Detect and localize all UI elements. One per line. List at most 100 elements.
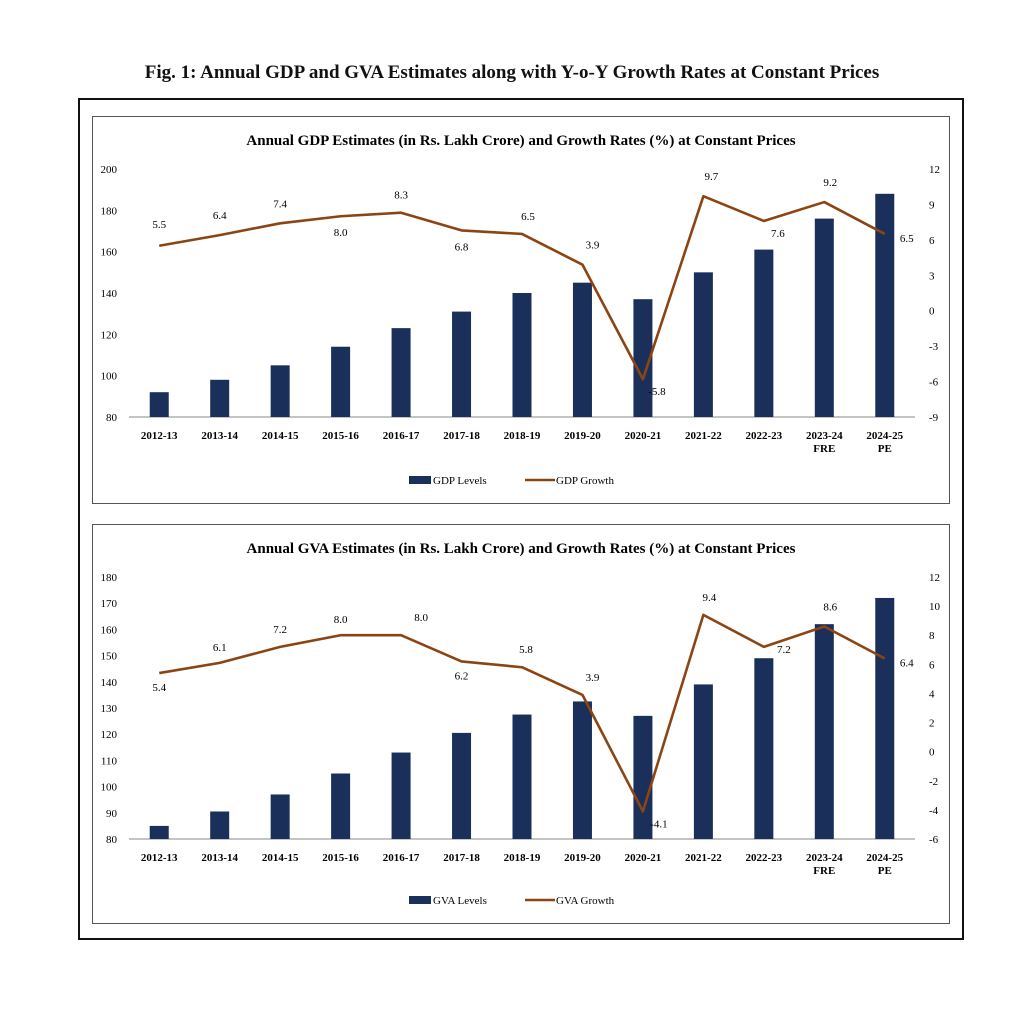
- gva-chart-panel: Annual GVA Estimates (in Rs. Lakh Crore)…: [92, 524, 950, 924]
- gva-legend-line-label: GVA Growth: [556, 895, 615, 907]
- gdp-growth-data-label: 7.6: [771, 228, 785, 240]
- gdp-category-label: 2022-23: [746, 430, 783, 442]
- gva-left-tick-label: 170: [101, 598, 118, 610]
- gva-bar: [149, 825, 169, 839]
- gva-legend-bar-swatch: [409, 896, 431, 904]
- gva-growth-data-label: 6.4: [900, 658, 914, 670]
- gva-right-tick-label: 4: [929, 688, 935, 700]
- gva-left-tick-label: 130: [101, 703, 118, 715]
- gva-category-label: 2020-21: [625, 852, 662, 864]
- gva-left-tick-label: 100: [101, 782, 118, 794]
- gdp-right-tick-label: -9: [929, 412, 939, 424]
- gva-left-tick-label: 150: [101, 651, 118, 663]
- gva-right-tick-label: -4: [929, 805, 939, 817]
- gdp-right-tick-label: -6: [929, 377, 939, 389]
- gva-growth-data-label: 8.6: [823, 601, 837, 613]
- gva-bar: [270, 794, 290, 839]
- gva-growth-data-label: 5.4: [152, 682, 166, 694]
- gdp-growth-data-label: 6.4: [213, 210, 227, 222]
- gdp-category-label: 2023-24: [806, 430, 843, 442]
- gva-bar: [754, 658, 774, 839]
- gva-growth-data-label: 5.8: [519, 644, 533, 656]
- gdp-bar: [149, 392, 169, 417]
- gva-left-tick-label: 160: [101, 624, 118, 636]
- gva-category-label: 2016-17: [383, 852, 420, 864]
- gva-bar: [391, 752, 411, 839]
- gva-right-tick-label: -2: [929, 776, 938, 788]
- gdp-chart-title: Annual GDP Estimates (in Rs. Lakh Crore)…: [246, 133, 795, 149]
- gdp-bar: [210, 379, 230, 417]
- gdp-right-tick-label: 9: [929, 199, 935, 211]
- gva-chart: Annual GVA Estimates (in Rs. Lakh Crore)…: [101, 541, 941, 907]
- gva-growth-data-label: -4.1: [650, 818, 667, 830]
- gva-bar: [452, 732, 472, 839]
- gva-left-tick-label: 120: [101, 729, 118, 741]
- gdp-left-tick-label: 200: [101, 164, 118, 176]
- gva-growth-line: [159, 613, 886, 813]
- gdp-growth-data-label: 9.2: [823, 177, 837, 189]
- gva-growth-data-label: 7.2: [273, 624, 287, 636]
- gdp-left-tick-label: 100: [101, 371, 118, 383]
- gdp-right-tick-label: 6: [929, 235, 935, 247]
- gdp-bar: [875, 193, 895, 417]
- gva-right-tick-label: 2: [929, 718, 935, 730]
- gdp-category-label: 2021-22: [685, 430, 722, 442]
- gdp-growth-data-label: 8.3: [394, 190, 408, 202]
- gdp-category-label: FRE: [813, 443, 835, 455]
- gdp-right-tick-label: -3: [929, 341, 939, 353]
- gdp-bar: [693, 272, 713, 417]
- gdp-category-label: 2018-19: [504, 430, 541, 442]
- gva-right-tick-label: 12: [929, 572, 940, 584]
- figure-title: Fig. 1: Annual GDP and GVA Estimates alo…: [144, 62, 880, 83]
- gdp-category-label: 2012-13: [141, 430, 178, 442]
- gdp-bar: [814, 218, 834, 417]
- gva-category-label: 2018-19: [504, 852, 541, 864]
- gva-category-label: 2021-22: [685, 852, 722, 864]
- gva-bar: [572, 701, 592, 839]
- gva-category-label: 2014-15: [262, 852, 299, 864]
- gva-left-tick-label: 90: [106, 808, 118, 820]
- gva-category-label: 2022-23: [746, 852, 783, 864]
- gdp-growth-data-label: -5.8: [648, 386, 666, 398]
- gva-category-label: 2013-14: [201, 852, 238, 864]
- gva-bar: [210, 811, 230, 839]
- gva-category-label: 2019-20: [564, 852, 601, 864]
- gva-bar: [633, 715, 653, 839]
- gva-left-tick-label: 140: [101, 677, 118, 689]
- gva-bar: [693, 684, 713, 839]
- gva-chart-title: Annual GVA Estimates (in Rs. Lakh Crore)…: [247, 541, 796, 557]
- gdp-bar: [391, 328, 411, 417]
- gdp-chart: Annual GDP Estimates (in Rs. Lakh Crore)…: [101, 133, 941, 487]
- gva-bar: [331, 773, 351, 839]
- gdp-growth-data-label: 6.5: [521, 211, 535, 223]
- gdp-bar: [331, 346, 351, 417]
- gdp-category-label: 2014-15: [262, 430, 299, 442]
- gva-left-tick-label: 180: [101, 572, 118, 584]
- gva-category-label: PE: [878, 865, 892, 877]
- gdp-left-tick-label: 80: [106, 412, 118, 424]
- gva-growth-data-label: 9.4: [703, 592, 717, 604]
- gva-growth-data-label: 8.0: [414, 612, 428, 624]
- gva-left-tick-label: 80: [106, 834, 118, 846]
- gdp-growth-data-label: 6.5: [900, 233, 914, 245]
- gdp-legend-bar-label: GDP Levels: [433, 475, 487, 487]
- gdp-left-tick-label: 180: [101, 205, 118, 217]
- gva-category-label: 2024-25: [866, 852, 903, 864]
- gdp-chart-panel: Annual GDP Estimates (in Rs. Lakh Crore)…: [92, 116, 950, 504]
- gdp-bar: [270, 365, 290, 417]
- gdp-right-tick-label: 0: [929, 306, 935, 318]
- gva-right-tick-label: 6: [929, 659, 935, 671]
- gva-growth-data-label: 6.1: [213, 642, 227, 654]
- gdp-growth-data-label: 5.5: [152, 219, 166, 231]
- gdp-left-tick-label: 120: [101, 329, 118, 341]
- gva-category-label: 2023-24: [806, 852, 843, 864]
- gva-growth-data-label: 6.2: [455, 670, 469, 682]
- gdp-legend-bar-swatch: [409, 476, 431, 484]
- gva-left-tick-label: 110: [101, 755, 118, 767]
- gdp-growth-data-label: 6.8: [455, 241, 469, 253]
- gva-bar: [512, 714, 532, 839]
- gdp-left-tick-label: 160: [101, 247, 118, 259]
- gva-category-label: 2017-18: [443, 852, 480, 864]
- gva-right-tick-label: 0: [929, 747, 935, 759]
- gdp-category-label: PE: [878, 443, 892, 455]
